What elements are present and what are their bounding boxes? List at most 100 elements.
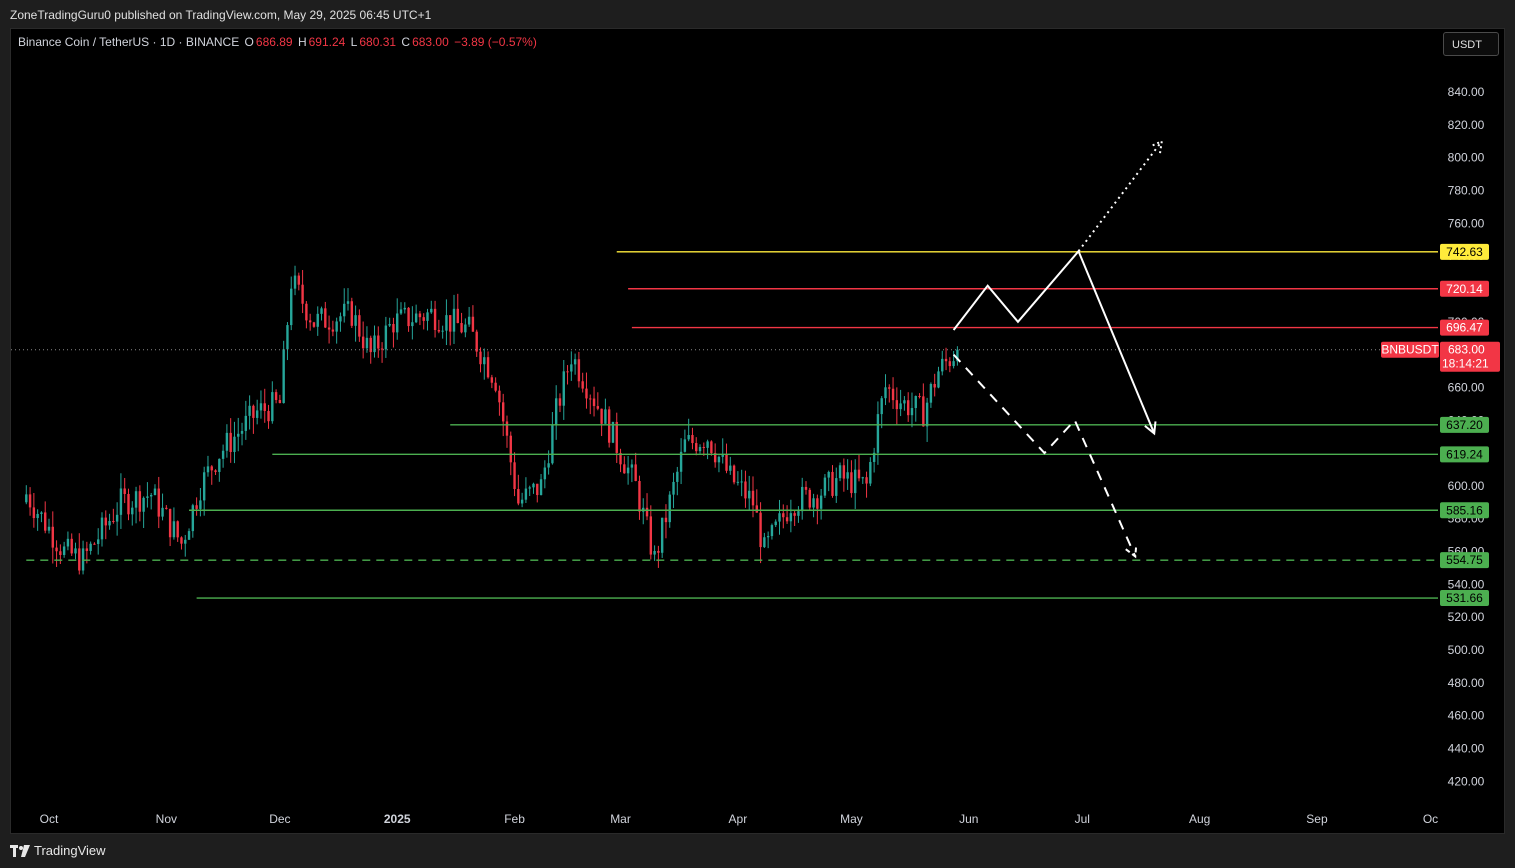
candle-body bbox=[520, 499, 524, 504]
candle bbox=[286, 322, 289, 361]
candle bbox=[914, 395, 917, 422]
candle bbox=[138, 485, 142, 522]
candle bbox=[437, 319, 441, 334]
candle bbox=[687, 418, 690, 442]
candle-body bbox=[271, 392, 274, 422]
candle-body bbox=[350, 301, 353, 326]
candle-body bbox=[248, 405, 251, 416]
candle bbox=[872, 447, 876, 473]
y-tick-label: 840.00 bbox=[1448, 85, 1485, 99]
candle bbox=[717, 455, 721, 473]
candle bbox=[369, 335, 372, 364]
candle bbox=[713, 443, 717, 468]
candles-layer bbox=[25, 265, 959, 575]
candle-body bbox=[502, 402, 505, 422]
candle bbox=[399, 302, 403, 315]
candle-body bbox=[713, 453, 717, 463]
tradingview-brand[interactable]: TradingView bbox=[10, 843, 106, 858]
candle bbox=[324, 301, 327, 329]
candle-body bbox=[619, 452, 622, 465]
candle bbox=[789, 499, 793, 533]
candle-body bbox=[471, 316, 475, 332]
candle-body bbox=[392, 324, 395, 333]
candle-body bbox=[721, 453, 724, 457]
candle bbox=[475, 329, 478, 357]
candle bbox=[350, 297, 353, 329]
candle-body bbox=[793, 513, 796, 516]
candle bbox=[146, 482, 149, 508]
candle bbox=[123, 477, 126, 504]
candle-body bbox=[551, 424, 554, 464]
candle-body bbox=[44, 512, 47, 531]
x-tick-label: Nov bbox=[156, 812, 177, 826]
candle-body bbox=[498, 390, 501, 403]
candle bbox=[823, 474, 827, 498]
candle bbox=[925, 397, 929, 442]
candle bbox=[861, 476, 864, 484]
candle bbox=[418, 310, 422, 326]
candle-body bbox=[157, 488, 160, 517]
candle-body bbox=[581, 381, 584, 389]
x-tick-label: Apr bbox=[729, 812, 748, 826]
candle bbox=[293, 265, 297, 296]
candle-body bbox=[880, 398, 883, 415]
candle-body bbox=[918, 396, 921, 398]
chart-frame[interactable] bbox=[10, 28, 1505, 834]
candle-body bbox=[539, 479, 543, 496]
y-tick-label: 820.00 bbox=[1448, 118, 1485, 132]
symbol-badge-bg bbox=[1381, 341, 1439, 358]
level-531-badge: 531.66 bbox=[1440, 590, 1489, 607]
price-badges: 742.63 720.14 696.47 637.20 619.24 585.16 554.… bbox=[1381, 243, 1500, 607]
candle-body bbox=[717, 456, 721, 463]
candle bbox=[668, 491, 671, 528]
candle bbox=[653, 545, 656, 561]
candle bbox=[876, 401, 880, 465]
candle-body bbox=[831, 471, 834, 496]
candle bbox=[445, 299, 448, 346]
candle bbox=[202, 466, 206, 516]
candle-body bbox=[119, 488, 123, 515]
candle-body bbox=[380, 348, 384, 350]
candle bbox=[509, 431, 512, 476]
candle-body bbox=[702, 447, 706, 449]
level-585-badge-label: 585.16 bbox=[1446, 503, 1483, 517]
candle-body bbox=[725, 453, 728, 471]
published-caption: ZoneTradingGuru0 published on TradingVie… bbox=[10, 8, 432, 22]
candle-body bbox=[903, 400, 906, 404]
x-tick-label: Sep bbox=[1306, 812, 1328, 826]
candle bbox=[785, 505, 789, 524]
candle bbox=[255, 399, 259, 425]
candle bbox=[244, 400, 248, 440]
level-637-badge-label: 637.20 bbox=[1446, 418, 1483, 432]
tradingview-logo-icon bbox=[10, 844, 30, 857]
candle bbox=[66, 531, 70, 551]
candle bbox=[551, 412, 554, 465]
candle bbox=[467, 306, 471, 327]
candle-body bbox=[361, 336, 365, 349]
candle-body bbox=[759, 512, 762, 548]
candle-body bbox=[547, 463, 550, 468]
candle-body bbox=[184, 539, 187, 544]
candle bbox=[672, 472, 675, 508]
candle bbox=[846, 459, 849, 490]
candle bbox=[494, 377, 497, 393]
candle-body bbox=[255, 410, 259, 418]
candle bbox=[100, 512, 104, 547]
candle-body bbox=[396, 313, 399, 333]
candle bbox=[282, 340, 285, 404]
candle-body bbox=[225, 432, 229, 451]
candle bbox=[755, 489, 758, 513]
candle bbox=[922, 383, 925, 427]
candle-body bbox=[679, 451, 683, 472]
candle-body bbox=[47, 526, 51, 531]
candle-body bbox=[149, 495, 153, 497]
candle-body bbox=[180, 537, 183, 544]
candle-body bbox=[138, 491, 142, 512]
candle bbox=[305, 301, 308, 329]
candle bbox=[838, 462, 842, 482]
candle-body bbox=[422, 317, 425, 321]
x-tick-label: Oc bbox=[1423, 812, 1438, 826]
currency-button[interactable]: USDT bbox=[1443, 32, 1499, 56]
candle bbox=[327, 315, 331, 344]
